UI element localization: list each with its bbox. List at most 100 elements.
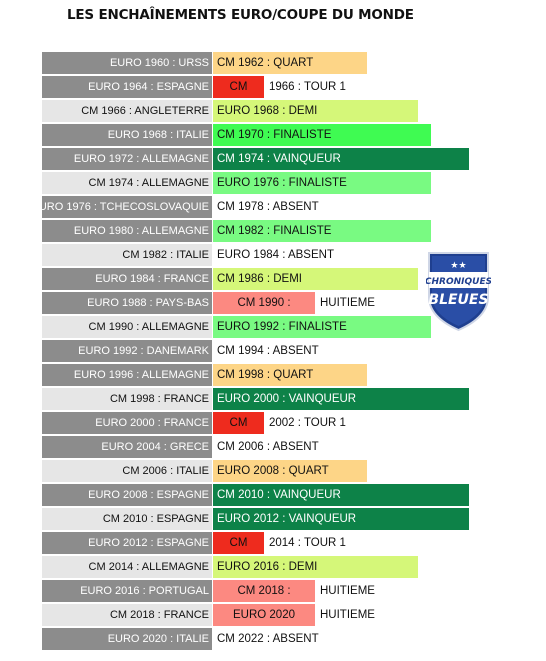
result-bar-label: CM 1990 :	[237, 297, 291, 309]
result-outside-label: HUITIEME	[320, 297, 375, 309]
result-bar-finaliste_light: EURO 1976 : FINALISTE	[213, 172, 431, 194]
first-tournament-label: EURO 1976 : TCHECOSLOVAQUIE	[42, 196, 212, 218]
table-row: EURO 2012 : ESPAGNE CM 2014 : TOUR 1	[0, 532, 546, 554]
chart-title: LES ENCHAÎNEMENTS EURO/COUPE DU MONDE	[67, 7, 414, 23]
result-bar-label: EURO 2016 : DEMI	[217, 561, 318, 573]
table-row: EURO 1996 : ALLEMAGNE CM 1998 : QUART	[0, 364, 546, 386]
first-tournament-label: EURO 1968 : ITALIE	[42, 124, 212, 146]
table-row: EURO 1980 : ALLEMAGNE CM 1982 : FINALISTE	[0, 220, 546, 242]
result-bar-tour1: CM	[213, 76, 264, 98]
table-row: EURO 2004 : GRECE CM 2006 : ABSENT	[0, 436, 546, 458]
result-bar-finaliste_light: EURO 1992 : FINALISTE	[213, 316, 431, 338]
result-bar-label: CM 1982 : FINALISTE	[217, 225, 332, 237]
result-bar-label: CM 1970 : FINALISTE	[217, 129, 332, 141]
result-bar-label: EURO 2008 : QUART	[217, 465, 329, 477]
result-outside-label: CM 2022 : ABSENT	[217, 633, 319, 645]
result-bar-quart: EURO 2008 : QUART	[213, 460, 367, 482]
first-tournament-label: EURO 1964 : ESPAGNE	[42, 76, 212, 98]
first-tournament-label: CM 1990 : ALLEMAGNE	[42, 316, 212, 338]
result-bar-label: EURO 1976 : FINALISTE	[217, 177, 347, 189]
result-bar-tour1: CM	[213, 532, 264, 554]
result-bar-demi: EURO 1968 : DEMI	[213, 100, 418, 122]
first-tournament-label: EURO 1988 : PAYS-BAS	[42, 292, 212, 314]
result-outside-label: 2002 : TOUR 1	[269, 417, 346, 429]
first-tournament-label: EURO 2000 : FRANCE	[42, 412, 212, 434]
first-tournament-label: CM 2018 : FRANCE	[42, 604, 212, 626]
table-row: EURO 2020 : ITALIE CM 2022 : ABSENT	[0, 628, 546, 650]
result-bar-label: EURO 2000 : VAINQUEUR	[217, 393, 357, 405]
logo-line2: BLEUES	[428, 292, 488, 308]
result-bar-quart: CM 1962 : QUART	[213, 52, 367, 74]
first-tournament-label: EURO 1972 : ALLEMAGNE	[42, 148, 212, 170]
result-bar-label: EURO 1992 : FINALISTE	[217, 321, 347, 333]
result-bar-label: CM 1974 : VAINQUEUR	[217, 153, 341, 165]
result-bar-label: CM	[229, 81, 248, 93]
result-bar-label: EURO 2012 : VAINQUEUR	[217, 513, 357, 525]
table-row: EURO 1976 : TCHECOSLOVAQUIE CM 1978 : ABS…	[0, 196, 546, 218]
result-outside-label: CM 2006 : ABSENT	[217, 441, 319, 453]
result-outside-label: HUITIEME	[320, 609, 375, 621]
result-bar-huitieme: CM 2018 :	[213, 580, 315, 602]
table-row: EURO 2008 : ESPAGNE CM 2010 : VAINQUEUR	[0, 484, 546, 506]
result-outside-label: HUITIEME	[320, 585, 375, 597]
first-tournament-label: EURO 2020 : ITALIE	[42, 628, 212, 650]
first-tournament-label: CM 1974 : ALLEMAGNE	[42, 172, 212, 194]
result-bar-tour1: CM	[213, 412, 264, 434]
result-bar-label: CM	[229, 537, 248, 549]
result-bar-label: EURO 2020	[232, 609, 295, 621]
result-bar-demi: CM 1986 : DEMI	[213, 268, 418, 290]
table-row: CM 2018 : FRANCE EURO 2020 HUITIEME	[0, 604, 546, 626]
result-bar-label: CM 1986 : DEMI	[217, 273, 302, 285]
result-bar-label: CM 2010 : VAINQUEUR	[217, 489, 341, 501]
first-tournament-label: EURO 1960 : URSS	[42, 52, 212, 74]
result-bar-finaliste_light: CM 1982 : FINALISTE	[213, 220, 431, 242]
logo-stars: ★★	[450, 261, 466, 271]
first-tournament-label: CM 2006 : ITALIE	[42, 460, 212, 482]
table-row: CM 1966 : ANGLETERRE EURO 1968 : DEMI	[0, 100, 546, 122]
logo-line1: CHRONIQUES	[426, 277, 491, 287]
result-bar-label: EURO 1968 : DEMI	[217, 105, 318, 117]
table-row: CM 1974 : ALLEMAGNE EURO 1976 : FINALISTE	[0, 172, 546, 194]
result-outside-label: EURO 1984 : ABSENT	[217, 249, 334, 261]
result-bar-finaliste: CM 1970 : FINALISTE	[213, 124, 431, 146]
table-row: EURO 2016 : PORTUGAL CM 2018 : HUITIEME	[0, 580, 546, 602]
table-row: EURO 1972 : ALLEMAGNE CM 1974 : VAINQUEUR	[0, 148, 546, 170]
table-row: CM 2014 : ALLEMAGNE EURO 2016 : DEMI	[0, 556, 546, 578]
result-bar-huitieme: CM 1990 :	[213, 292, 315, 314]
table-row: EURO 2000 : FRANCE CM 2002 : TOUR 1	[0, 412, 546, 434]
first-tournament-label: EURO 1984 : FRANCE	[42, 268, 212, 290]
result-bar-demi: EURO 2016 : DEMI	[213, 556, 418, 578]
result-bar-vainqueur: EURO 2000 : VAINQUEUR	[213, 388, 469, 410]
table-row: EURO 1960 : URSS CM 1962 : QUART	[0, 52, 546, 74]
result-outside-label: 1966 : TOUR 1	[269, 81, 346, 93]
chroniques-bleues-logo: ★★ CHRONIQUES BLEUES	[426, 252, 491, 332]
result-outside-label: 2014 : TOUR 1	[269, 537, 346, 549]
table-row: CM 2010 : ESPAGNE EURO 2012 : VAINQUEUR	[0, 508, 546, 530]
table-row: CM 1982 : ITALIE EURO 1984 : ABSENT	[0, 244, 546, 266]
result-bar-huitieme: EURO 2020	[213, 604, 315, 626]
table-row: EURO 1988 : PAYS-BAS CM 1990 : HUITIEME	[0, 292, 546, 314]
result-outside-label: CM 1994 : ABSENT	[217, 345, 319, 357]
table-row: EURO 1992 : DANEMARK CM 1994 : ABSENT	[0, 340, 546, 362]
first-tournament-label: CM 2010 : ESPAGNE	[42, 508, 212, 530]
first-tournament-label: CM 1998 : FRANCE	[42, 388, 212, 410]
table-row: CM 1990 : ALLEMAGNE EURO 1992 : FINALISTE	[0, 316, 546, 338]
result-bar-label: CM	[229, 417, 248, 429]
result-bar-label: CM 2018 :	[237, 585, 291, 597]
result-bar-vainqueur: CM 2010 : VAINQUEUR	[213, 484, 469, 506]
result-bar-quart: CM 1998 : QUART	[213, 364, 367, 386]
result-outside-label: CM 1978 : ABSENT	[217, 201, 319, 213]
result-bar-vainqueur: EURO 2012 : VAINQUEUR	[213, 508, 469, 530]
table-row: EURO 1964 : ESPAGNE CM 1966 : TOUR 1	[0, 76, 546, 98]
result-bar-label: CM 1998 : QUART	[217, 369, 314, 381]
first-tournament-label: EURO 2008 : ESPAGNE	[42, 484, 212, 506]
first-tournament-label: CM 1982 : ITALIE	[42, 244, 212, 266]
first-tournament-label: EURO 2004 : GRECE	[42, 436, 212, 458]
result-bar-vainqueur: CM 1974 : VAINQUEUR	[213, 148, 469, 170]
table-row: CM 1998 : FRANCE EURO 2000 : VAINQUEUR	[0, 388, 546, 410]
table-row: CM 2006 : ITALIE EURO 2008 : QUART	[0, 460, 546, 482]
first-tournament-label: EURO 2012 : ESPAGNE	[42, 532, 212, 554]
first-tournament-label: EURO 1996 : ALLEMAGNE	[42, 364, 212, 386]
table-row: EURO 1984 : FRANCE CM 1986 : DEMI	[0, 268, 546, 290]
